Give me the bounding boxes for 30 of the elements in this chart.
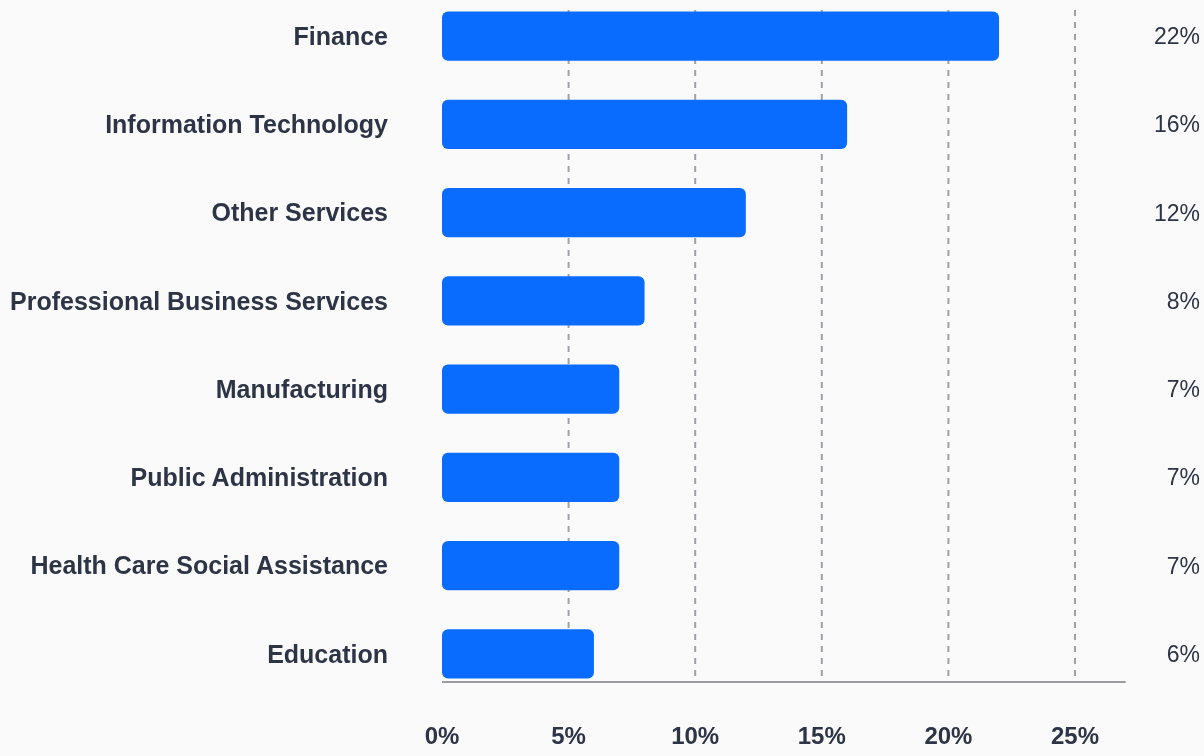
data-label: 22% [1153,23,1200,50]
bar [442,452,620,503]
bar [442,540,620,591]
x-tick-label: 25% [1050,722,1100,749]
y-tick-label: Information Technology [105,110,389,139]
x-tick-label: 5% [551,722,586,749]
y-tick-label: Health Care Social Assistance [30,551,389,580]
data-label: 16% [1153,111,1200,138]
y-tick-label: Education [267,639,388,668]
y-tick-label: Other Services [211,198,388,227]
x-tick-label: 15% [797,722,846,749]
data-label: 6% [1166,640,1200,667]
bar [442,629,594,679]
y-tick-label: Finance [293,21,389,50]
y-tick-label: Professional Business Services [10,286,388,315]
x-tick-label: 10% [671,722,720,749]
bar [442,187,746,238]
bar [442,99,848,150]
x-tick-label: 0% [424,722,460,749]
bar [442,364,620,414]
data-label: 12% [1153,199,1200,226]
y-tick-label: Public Administration [130,463,388,492]
bar [442,276,645,326]
bar [442,11,1000,61]
data-label: 8% [1166,287,1200,314]
data-label: 7% [1166,552,1200,579]
y-tick-label: Manufacturing [215,374,388,403]
x-tick-label: 20% [924,722,973,749]
data-label: 7% [1166,464,1200,491]
data-label: 7% [1166,376,1200,403]
